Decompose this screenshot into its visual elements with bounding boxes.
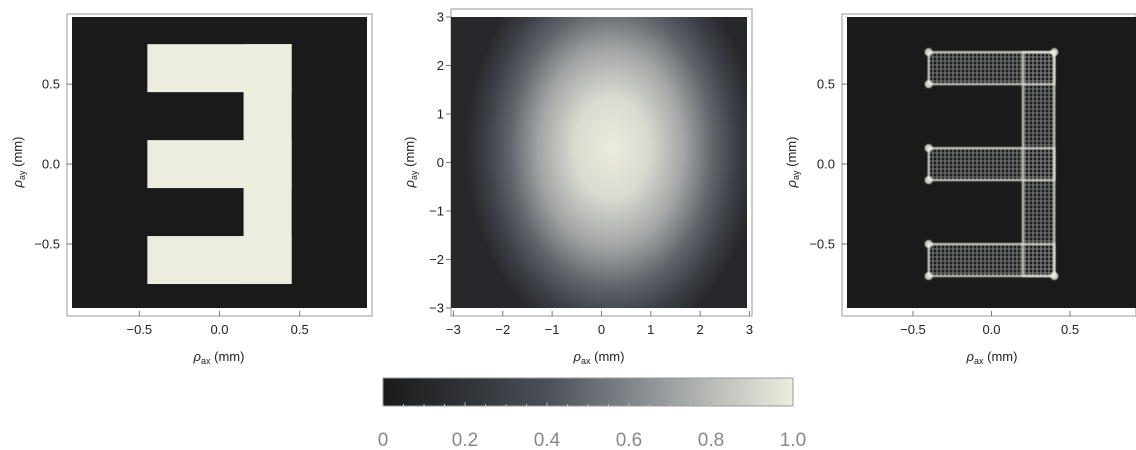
x-tick-label-middle: −2 — [495, 322, 510, 337]
heatmap-panel-left: −0.5 0.0 0.5 −0.5 0.0 0.5 ρax (mm) ρay (mm) — [10, 13, 373, 366]
edge-corner-hotspot — [1050, 48, 1059, 57]
y-axis-label-right: ρay (mm) — [784, 137, 801, 189]
heatmap-shape-right — [924, 48, 1059, 281]
edge-corner-hotspot — [924, 80, 933, 89]
x-ticks-right: −0.5 0.0 0.5 — [900, 311, 1079, 337]
x-tick-label-right: −0.5 — [900, 322, 926, 337]
edge-fringe-fill — [928, 244, 1055, 277]
y-tick-label-middle: 2 — [437, 58, 444, 73]
edge-corner-hotspot — [924, 240, 933, 249]
y-axis-label-middle: ρay (mm) — [402, 137, 419, 189]
colorbar-tick-label: 0.2 — [452, 430, 478, 450]
y-tick-label-middle: −3 — [429, 301, 444, 316]
y-ticks-left: −0.5 0.0 0.5 — [34, 77, 72, 252]
edge-outline — [927, 242, 1056, 278]
edge-corner-hotspot — [1050, 272, 1059, 281]
x-tick-label-middle: 0 — [598, 322, 605, 337]
y-tick-label-middle: 3 — [437, 10, 444, 25]
x-axis-label-middle: ρax (mm) — [573, 349, 625, 366]
x-tick-label-middle: 2 — [697, 322, 704, 337]
heatmap-panel-right: −0.5 0.0 0.5 −0.5 0.0 0.5 ρax (mm) ρay (mm) — [784, 13, 1136, 366]
aperture-segment — [147, 140, 292, 189]
colorbar-tick-label: 0.6 — [616, 430, 642, 450]
x-ticks-left: −0.5 0.0 0.5 — [127, 311, 309, 337]
y-tick-label-middle: 1 — [437, 107, 444, 122]
edge-corner-hotspot — [924, 144, 933, 153]
x-tick-label-middle: 1 — [647, 322, 654, 337]
x-tick-label-middle: −3 — [446, 322, 461, 337]
y-tick-label-left: 0.0 — [42, 157, 60, 172]
x-tick-label-left: −0.5 — [127, 322, 153, 337]
edge-outline — [927, 147, 1056, 182]
x-tick-label-middle: 3 — [746, 322, 753, 337]
edge-fringe-fill — [928, 148, 1055, 181]
y-tick-label-left: −0.5 — [34, 237, 60, 252]
colorbar-tick-label: 0 — [378, 430, 389, 450]
heatmap-shape-left — [147, 44, 292, 285]
x-ticks-middle: −3 −2 −1 0 1 2 3 — [446, 311, 753, 337]
y-tick-label-right: 0.0 — [817, 157, 835, 172]
x-tick-label-right: 0.0 — [982, 322, 1000, 337]
edge-corner-hotspot — [924, 272, 933, 281]
x-axis-label-left: ρax (mm) — [193, 349, 245, 366]
y-axis-label-left: ρay (mm) — [10, 137, 27, 189]
colorbar-tick-label: 1.0 — [780, 430, 806, 450]
y-tick-label-middle: −2 — [429, 252, 444, 267]
edge-corner-hotspot — [924, 48, 933, 57]
y-ticks-middle: −3 −2 −1 0 1 2 3 — [429, 10, 451, 316]
y-tick-label-right: 0.5 — [817, 77, 835, 92]
y-tick-label-left: 0.5 — [42, 77, 60, 92]
y-ticks-right: −0.5 0.0 0.5 — [809, 77, 847, 252]
y-tick-label-middle: 0 — [437, 155, 444, 170]
x-tick-label-left: 0.5 — [291, 322, 309, 337]
colorbar: 0 0.2 0.4 0.6 0.8 1.0 — [378, 377, 806, 450]
x-axis-label-right: ρax (mm) — [966, 349, 1018, 366]
y-tick-label-middle: −1 — [429, 204, 444, 219]
x-tick-label-middle: −1 — [545, 322, 560, 337]
colorbar-tick-label: 0.4 — [534, 430, 561, 450]
edge-corner-hotspot — [924, 176, 933, 185]
aperture-segment — [147, 236, 292, 285]
x-tick-label-left: 0.0 — [210, 322, 228, 337]
y-tick-label-right: −0.5 — [809, 237, 835, 252]
colorbar-ticks: 0 0.2 0.4 0.6 0.8 1.0 — [378, 402, 806, 450]
colorbar-gradient — [382, 377, 794, 407]
colorbar-tick-label: 0.8 — [698, 430, 724, 450]
x-tick-label-right: 0.5 — [1061, 322, 1079, 337]
heatmap-background-middle — [451, 17, 747, 308]
heatmap-panel-middle: −3 −2 −1 0 1 2 3 −3 −2 −1 0 1 2 3 ρax (mm) ρay (mm) — [402, 8, 753, 366]
